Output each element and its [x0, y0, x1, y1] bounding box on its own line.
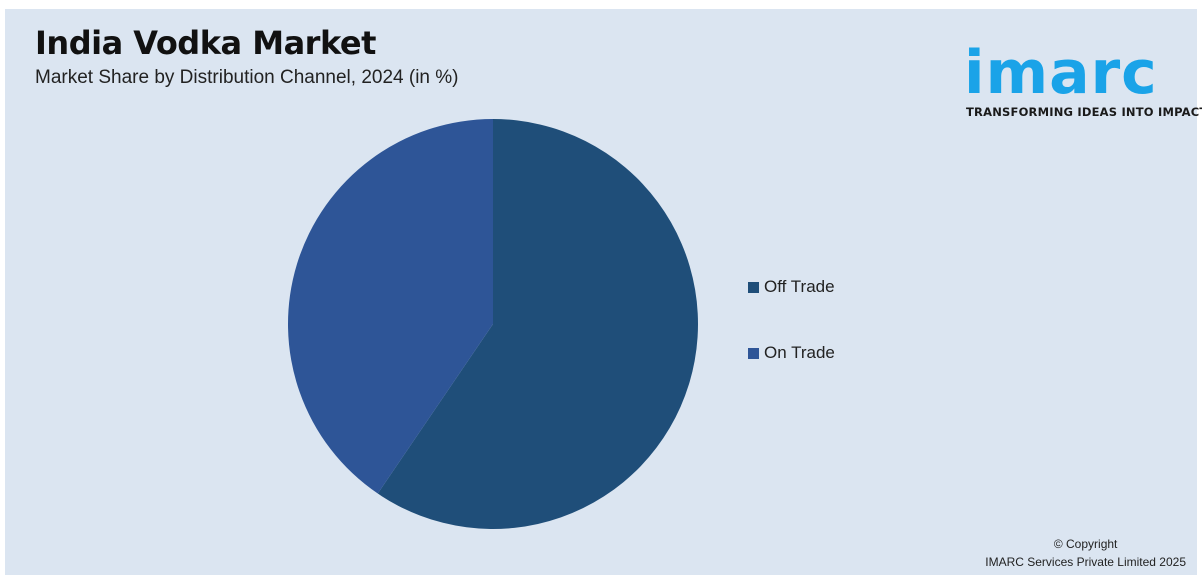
- chart-legend: Off Trade On Trade: [748, 276, 835, 408]
- chart-title: India Vodka Market: [35, 24, 376, 62]
- pie-slice-off-trade: [377, 119, 698, 529]
- copyright-line-2: IMARC Services Private Limited 2025: [985, 555, 1186, 569]
- legend-item-on-trade: On Trade: [748, 342, 835, 364]
- imarc-logo: imarc TRANSFORMING IDEAS INTO IMPACT: [960, 20, 1202, 120]
- legend-label-on-trade: On Trade: [764, 343, 835, 362]
- logo-tagline: TRANSFORMING IDEAS INTO IMPACT: [966, 105, 1202, 119]
- legend-swatch-off-trade: [748, 281, 759, 293]
- legend-label-off-trade: Off Trade: [764, 277, 835, 296]
- legend-swatch-on-trade: [748, 347, 759, 359]
- copyright-line-1: © Copyright: [1053, 537, 1118, 551]
- copyright-notice: © Copyright IMARC Services Private Limit…: [985, 535, 1186, 571]
- logo-wordmark: imarc: [964, 38, 1158, 108]
- legend-item-off-trade: Off Trade: [748, 276, 835, 298]
- chart-subtitle: Market Share by Distribution Channel, 20…: [35, 67, 459, 88]
- pie-slice-on-trade: [288, 118, 493, 494]
